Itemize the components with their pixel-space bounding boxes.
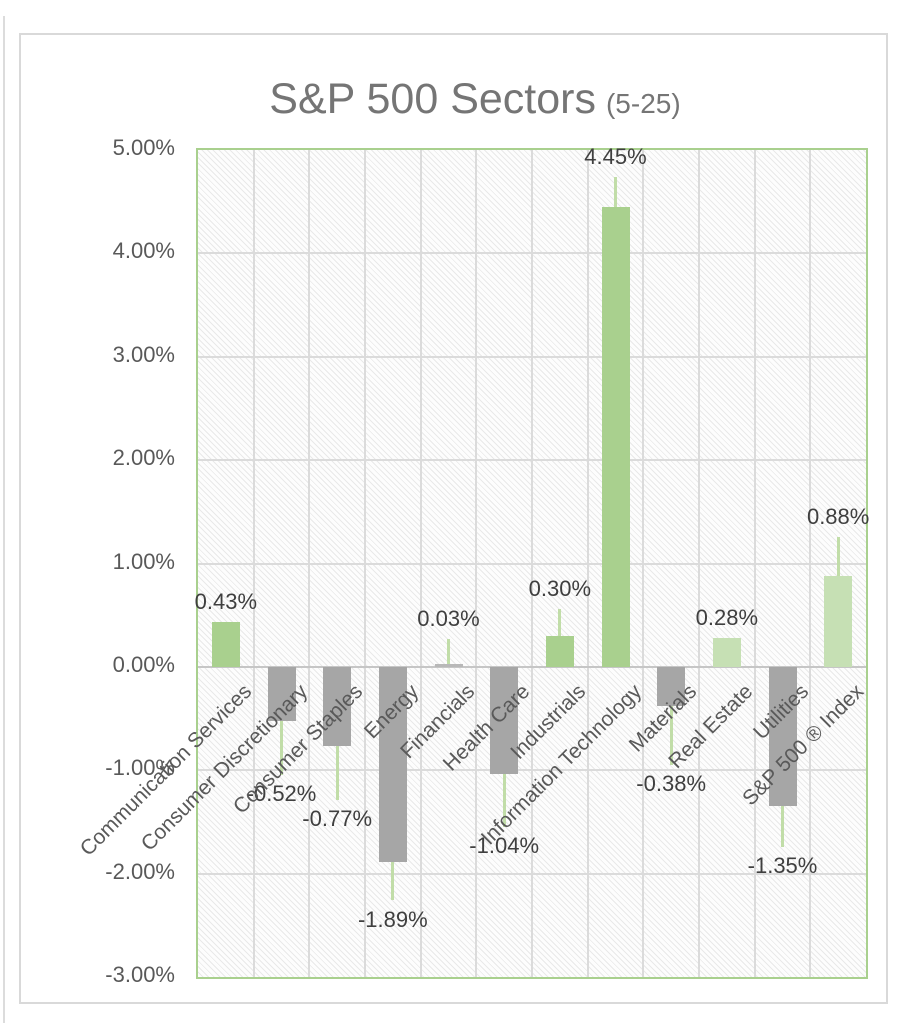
- bar-utilities[interactable]: [768, 666, 797, 807]
- whisker-industrials: [558, 608, 562, 636]
- bar-health-care[interactable]: [490, 666, 519, 775]
- whisker-health-care: [502, 774, 506, 828]
- ytick-label: 3.00%: [112, 341, 175, 367]
- whisker-consumer-staples: [335, 746, 339, 801]
- ytick-label: 5.00%: [112, 135, 175, 160]
- bar-energy[interactable]: [378, 666, 407, 863]
- data-label-health-care: -1.04%: [469, 833, 540, 859]
- whisker-s-p-500-index: [836, 536, 840, 576]
- plot-area[interactable]: 0.43% Communication Services -0.52% Consume…: [76, 144, 869, 979]
- bar-s-p-500-index[interactable]: [824, 575, 853, 667]
- ytick-label: 1.00%: [112, 548, 175, 574]
- gridline: [198, 872, 866, 875]
- chart-title-text: S&P 500 Sectors: [269, 75, 596, 123]
- ytick-label: -1.00%: [105, 755, 175, 781]
- whisker-information-technology: [614, 176, 617, 207]
- chart-frame[interactable]: S&P 500 Sectors (5-25) 5.00% 4.00% 3.00% 2.0…: [19, 33, 888, 1004]
- data-label-consumer-discretionary: -0.52%: [246, 781, 317, 807]
- bar-consumer-discretionary[interactable]: [267, 666, 296, 721]
- data-label-energy: -1.89%: [357, 906, 428, 932]
- ytick-label: -2.00%: [105, 858, 175, 884]
- data-label-consumer-staples: -0.77%: [302, 806, 373, 832]
- bar-communication-services[interactable]: [211, 622, 240, 667]
- bar-industrials[interactable]: [545, 635, 574, 667]
- chart-title-suffix: (5-25): [605, 88, 681, 119]
- sheet-edge-line: [3, 16, 5, 1023]
- gridline: [198, 252, 866, 255]
- category-axis-line: [198, 665, 866, 668]
- data-label-information-technology: 4.45%: [584, 143, 647, 169]
- bar-financials[interactable]: [434, 663, 463, 667]
- data-label-communication-services: 0.43%: [194, 589, 258, 615]
- whisker-materials: [669, 706, 673, 766]
- data-label-real-estate: 0.28%: [695, 604, 759, 630]
- whisker-financials: [447, 638, 450, 664]
- ytick-label: 2.00%: [112, 445, 175, 471]
- gridline: [198, 459, 866, 462]
- data-label-materials: -0.38%: [636, 771, 707, 797]
- bar-materials[interactable]: [657, 666, 686, 707]
- gridline: [198, 355, 866, 358]
- bar-consumer-staples[interactable]: [323, 666, 352, 747]
- data-label-industrials: 0.30%: [528, 575, 592, 601]
- ytick-label: 4.00%: [112, 238, 175, 264]
- bar-real-estate[interactable]: [712, 637, 741, 667]
- gridline: [198, 562, 866, 565]
- whisker-consumer-discretionary: [280, 720, 283, 776]
- data-label-s-p-500-index: 0.88%: [806, 503, 870, 529]
- whisker-utilities: [781, 806, 784, 847]
- bar-information-technology[interactable]: [601, 206, 630, 667]
- data-label-financials: 0.03%: [417, 605, 480, 631]
- ytick-label: -3.00%: [105, 962, 175, 987]
- gridline: [198, 769, 866, 772]
- chart-title[interactable]: S&P 500 Sectors (5-25): [85, 71, 865, 127]
- data-label-utilities: -1.35%: [747, 852, 818, 878]
- whisker-energy: [391, 862, 395, 901]
- ytick-label: 0.00%: [112, 651, 175, 677]
